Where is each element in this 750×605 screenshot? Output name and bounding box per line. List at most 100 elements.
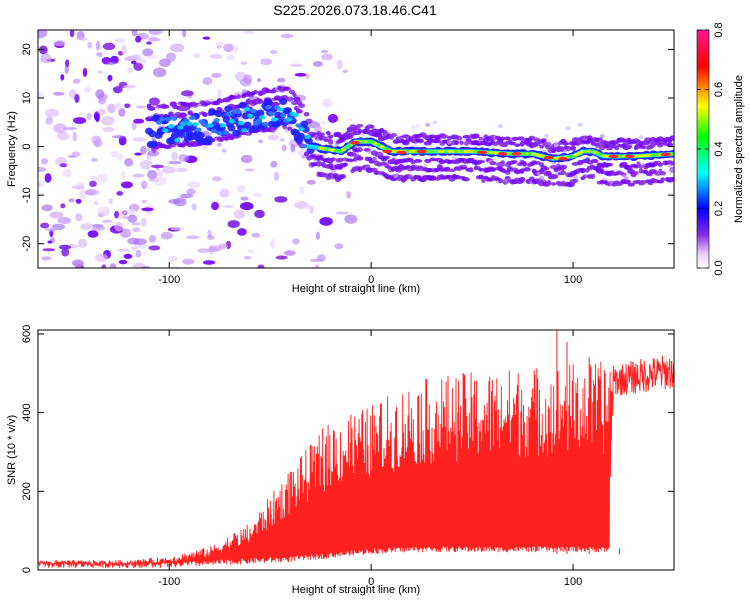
sideband-blob [490,167,496,172]
noise-blob [86,112,92,121]
ridge-blob [283,107,292,115]
noise-blob [175,167,188,173]
noise-blob [192,52,201,59]
halo-blob [669,168,674,173]
ridge-core-blob [228,119,236,124]
halo-blob [371,157,377,162]
noise-blob [191,203,197,211]
noise-blob [240,154,253,164]
sideband-blob [572,178,579,183]
sideband-blob [168,111,174,117]
sideband-blob [447,168,456,173]
noise-blob [206,235,215,240]
sideband-blob [413,159,423,163]
ridge-blob [227,124,236,132]
noise-blob [91,158,98,162]
noise-blob [40,222,50,229]
sideband-blob [669,176,674,181]
sideband-blob [236,94,241,99]
noise-blob [131,60,137,65]
ridge-blob [204,135,213,143]
ridge-core-blob [165,117,172,122]
noise-blob [49,211,64,219]
noise-blob [244,168,255,172]
noise-blob [38,166,47,173]
halo-blob [577,122,583,127]
noise-blob [47,240,53,244]
noise-blob [182,258,195,265]
ridge-blob [279,98,288,106]
noise-blob [147,55,159,59]
noise-blob [97,173,108,183]
sideband-blob [339,174,347,179]
noise-blob [89,175,99,181]
sideband-blob [500,160,506,165]
noise-blob [232,45,238,53]
sideband-blob [317,132,326,137]
sideband-blob [428,134,437,139]
noise-blob [122,216,137,220]
noise-blob [45,116,54,126]
noise-blob [42,248,56,252]
noise-blob [160,30,165,34]
sideband-blob [523,167,531,172]
noise-blob [327,113,339,123]
noise-blob [38,91,45,99]
noise-blob [53,39,66,47]
sideband-blob [342,162,349,167]
sideband-blob [579,167,587,174]
sideband-blob [463,140,469,146]
y-tick-label: 200 [21,482,33,500]
noise-blob [41,204,53,212]
sideband-blob [447,135,452,141]
sideband-blob [550,182,557,186]
ridge-core-blob [286,117,293,122]
halo-blob [216,142,222,147]
snr-frame [37,329,675,571]
sideband-blob [179,112,187,118]
noise-blob [101,116,115,126]
sideband-blob [528,135,536,140]
noise-blob [269,50,278,55]
halo-blob [546,141,552,146]
halo-blob [623,176,629,181]
noise-blob [270,160,278,168]
snr-x-ticks: -100 0 100 [158,330,582,588]
noise-blob [38,181,46,187]
noise-blob [141,180,148,190]
noise-blob [314,264,320,268]
ridge-blob [149,140,158,148]
noise-blob [342,69,348,73]
sideband-blob [147,106,156,111]
ridge-core-blob [186,121,193,126]
noise-blob [211,201,220,211]
sideband-blob [633,171,639,176]
noise-blob [94,201,99,206]
noise-blob [132,173,145,178]
noise-blob [186,188,196,195]
halo-blob [204,99,210,104]
halo-blob [221,148,227,153]
sideband-blob [666,142,674,148]
noise-blob [153,176,167,186]
sideband-blob [625,144,633,150]
y-tick-label: 600 [21,325,33,343]
noise-blob [237,228,247,236]
x-tick-label: 100 [564,576,582,588]
sideband-blob [162,104,170,109]
sideband-blob [640,145,647,150]
sideband-blob [543,166,550,171]
sideband-blob [477,174,484,180]
noise-blob [152,67,167,78]
noise-blob [114,37,126,43]
ridge-core-blob [268,111,275,116]
sideband-blob [481,178,486,184]
noise-blob [101,219,113,223]
noise-blob [148,245,161,251]
sideband-blob [253,90,259,94]
noise-blob [133,238,147,245]
halo-blob [432,120,438,125]
halo-blob [202,145,208,150]
noise-blob [168,199,181,204]
sideband-blob [369,124,375,129]
